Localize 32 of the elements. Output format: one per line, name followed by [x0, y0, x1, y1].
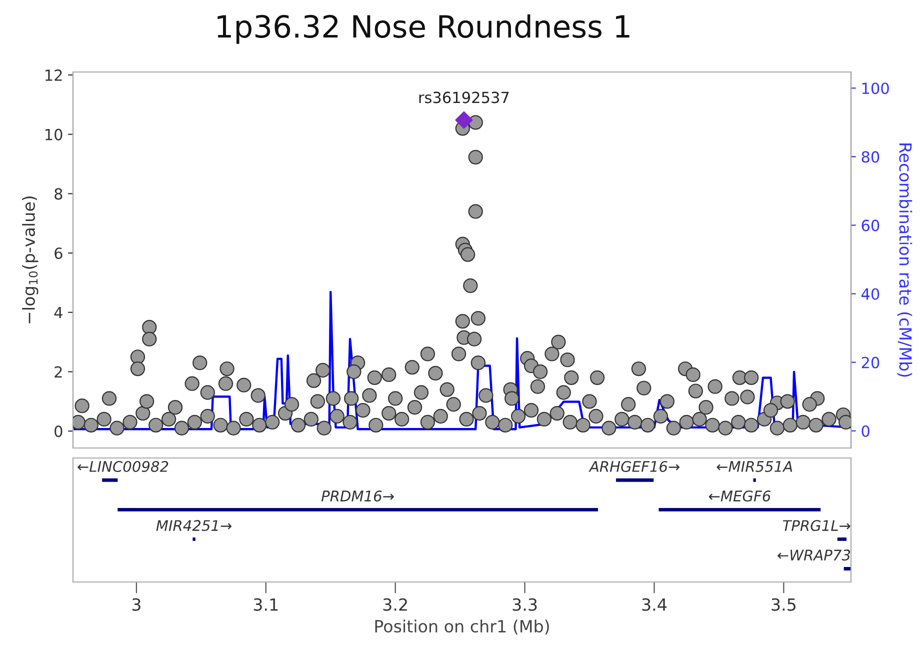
- series-label: ←MEGF6: [708, 490, 771, 502]
- y2-tick-label: 100: [862, 82, 889, 94]
- y-tick-label: 6: [54, 247, 62, 260]
- y-tick-label: 4: [54, 307, 62, 318]
- x-axis-title: Position on chr1 (Mb): [375, 620, 549, 635]
- series-label: ←MIR551A: [716, 461, 792, 472]
- series-label: MIR4251→: [156, 520, 232, 532]
- y2-tick-label: 40: [861, 288, 880, 300]
- series-label: ←WRAP73: [778, 550, 850, 561]
- x-tick-label: 3.5: [772, 598, 796, 611]
- y-tick-label: 10: [46, 128, 62, 140]
- y2-tick-label: 0: [862, 425, 870, 437]
- y-tick-label: 12: [46, 69, 62, 81]
- x-tick-label: 3: [132, 598, 140, 611]
- chart-title: 1p36.32 Nose Roundness 1: [218, 14, 630, 44]
- x-tick-label: 3.1: [254, 598, 278, 611]
- y2-tick-label: 20: [862, 356, 880, 368]
- y2-tick-label: 60: [862, 220, 880, 232]
- x-tick-label: 3.3: [512, 598, 537, 611]
- y2-tick-label: 80: [862, 151, 880, 163]
- series-label: TPRG1L→: [782, 520, 850, 532]
- x-tick-label: 3.4: [642, 598, 667, 611]
- y-axis-title: −log$_{10}$(p-value): [22, 196, 38, 324]
- series-label: ARHGEF16→: [588, 460, 680, 472]
- y-tick-label: 8: [54, 188, 62, 200]
- annotation: rs36192537: [419, 92, 509, 104]
- y-tick-label: 0: [54, 426, 62, 438]
- series-label: ←LINC00982: [78, 460, 168, 472]
- y2-axis-title: Recombination rate (cM/Mb): [897, 144, 912, 377]
- y-tick-label: 2: [54, 366, 62, 378]
- x-tick-label: 3.2: [383, 598, 407, 611]
- series-label: PRDM16→: [321, 490, 394, 502]
